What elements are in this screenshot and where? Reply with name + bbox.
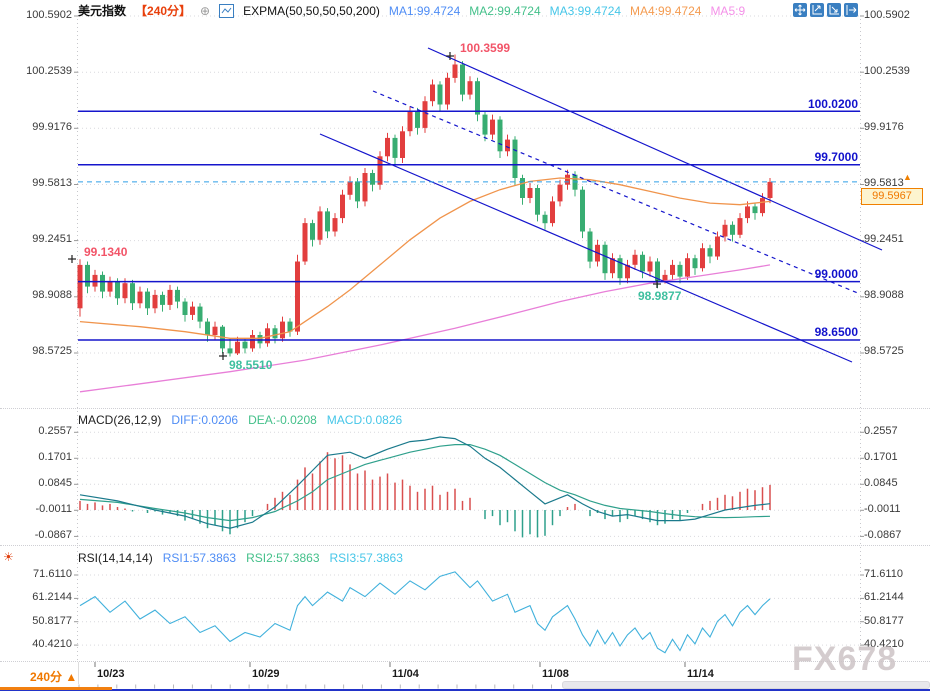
macd-axis-label-right: 0.1701 (864, 451, 898, 463)
price-axis-label-left: 98.5725 (32, 345, 72, 357)
panel-separator (0, 545, 930, 546)
rsi-axis-label-left: 50.8177 (32, 615, 72, 627)
support-level-label: 99.0000 (814, 267, 858, 281)
price-axis-label-right: 99.2451 (864, 233, 904, 245)
date-tick-label: 10/23 (97, 668, 125, 680)
price-axis-label-right: 100.5902 (864, 9, 910, 21)
timeframe-label: 【240分】 (135, 4, 192, 18)
price-axis-label-right: 99.9176 (864, 121, 904, 133)
high-annotation: 99.1340 (84, 245, 128, 259)
low-annotation: 98.5510 (229, 358, 273, 372)
rsi-axis-label-right: 40.4210 (864, 638, 904, 650)
price-axis-label-left: 99.9176 (32, 121, 72, 133)
macd-axis-label-right: 0.0845 (864, 477, 898, 489)
watermark: FX678 (792, 640, 898, 678)
ma5-value: MA5:9 (710, 3, 746, 18)
horizontal-scrollbar[interactable] (562, 681, 930, 689)
macd-diff-value: DIFF:0.0206 (171, 413, 239, 427)
support-level-label: 98.6500 (814, 325, 858, 339)
indicator-name: EXPMA(50,50,50,50,200) (243, 3, 380, 18)
price-axis-label-left: 100.2539 (26, 65, 72, 77)
scale-chart-icon[interactable] (827, 3, 841, 17)
date-tick-label: 11/14 (687, 668, 714, 680)
macd-axis-label-right: 0.2557 (864, 425, 898, 437)
date-tick-label: 10/29 (252, 668, 280, 680)
macd-axis-label-right: -0.0867 (864, 529, 902, 541)
rsi-axis-label-right: 50.8177 (864, 615, 904, 627)
price-axis-label-right: 100.2539 (864, 65, 910, 77)
price-axis-label-right: 98.9088 (864, 289, 904, 301)
rsi-axis-label-right: 71.6110 (864, 568, 903, 580)
symbol-name: 美元指数 (78, 4, 127, 18)
price-axis-label-left: 99.2451 (32, 233, 72, 245)
high-annotation: 100.3599 (460, 41, 511, 55)
macd-axis-label-left: 0.2557 (38, 425, 72, 437)
rsi-header: RSI(14,14,14) RSI1:57.3863 RSI2:57.3863 … (78, 551, 403, 565)
timeframe-cell (0, 662, 79, 684)
macd-axis-label-left: 0.0845 (38, 477, 72, 489)
macd-axis-label-left: -0.0867 (34, 529, 72, 541)
low-annotation: 98.9877 (638, 289, 682, 303)
chart-header: 美元指数 【240分】 ⊕ EXPMA(50,50,50,50,200) MA1… (78, 2, 745, 19)
dropdown-up-icon: ▲ (65, 670, 78, 684)
price-axis-label-right: 98.5725 (864, 345, 904, 357)
go-latest-icon[interactable] (844, 3, 858, 17)
bottom-border (0, 689, 930, 691)
rsi-axis-label-left: 71.6110 (33, 568, 72, 580)
resistance-level-label: 99.7000 (814, 150, 858, 164)
price-axis-label-left: 99.5813 (32, 177, 72, 189)
rsi-axis-label-left: 61.2144 (32, 591, 72, 603)
price-axis-label-left: 98.9088 (32, 289, 72, 301)
fit-chart-icon[interactable] (810, 3, 824, 17)
date-tick-label: 11/08 (542, 668, 569, 680)
ma4-value: MA4:99.4724 (630, 3, 702, 18)
chart-toolbar (793, 3, 858, 17)
indicator-chart-icon (219, 3, 235, 18)
rsi2-value: RSI2:57.3863 (246, 551, 320, 565)
price-axis-label-right: 99.5813 (864, 177, 904, 189)
price-axis-label-left: 100.5902 (26, 9, 72, 21)
resistance-level-label: 100.0200 (807, 97, 858, 111)
macd-value: MACD:0.0826 (326, 413, 403, 427)
indicator-settings-icon[interactable]: ☀ (3, 550, 14, 564)
macd-title: MACD(26,12,9) (78, 413, 162, 427)
ma3-value: MA3:99.4724 (549, 3, 622, 18)
ma2-value: MA2:99.4724 (469, 3, 541, 18)
rsi3-value: RSI3:57.3863 (329, 551, 403, 565)
rsi-axis-label-right: 61.2144 (864, 591, 904, 603)
macd-axis-label-right: -0.0011 (864, 503, 901, 515)
rsi1-value: RSI1:57.3863 (162, 551, 237, 565)
macd-header: MACD(26,12,9) DIFF:0.0206 DEA:-0.0208 MA… (78, 413, 402, 427)
rsi-title: RSI(14,14,14) (78, 551, 153, 565)
panel-separator (0, 408, 930, 409)
current-price-box: 99.5967 (861, 188, 923, 205)
pan-tool-icon[interactable] (793, 3, 807, 17)
circle-plus-icon[interactable]: ⊕ (200, 3, 211, 18)
timeframe-tab[interactable]: 240分 ▲ (30, 670, 78, 684)
rsi-axis-label-left: 40.4210 (32, 638, 72, 650)
panel-separator (0, 661, 930, 662)
ma1-value: MA1:99.4724 (388, 3, 461, 18)
price-up-arrow-icon: ▲ (903, 172, 912, 182)
date-tick-label: 11/04 (392, 668, 419, 680)
macd-axis-label-left: 0.1701 (38, 451, 72, 463)
timeframe-underline (0, 687, 112, 690)
macd-axis-label-left: -0.0011 (35, 503, 73, 515)
macd-dea-value: DEA:-0.0208 (248, 413, 317, 427)
